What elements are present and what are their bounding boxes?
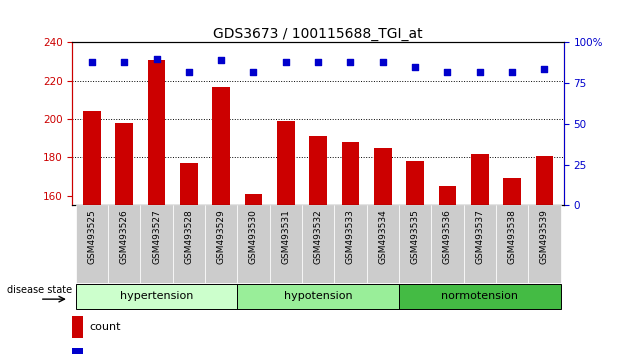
Bar bbox=[302, 205, 335, 283]
Bar bbox=[341, 142, 359, 205]
Text: GSM493526: GSM493526 bbox=[120, 209, 129, 264]
Bar bbox=[76, 205, 108, 283]
Bar bbox=[309, 136, 327, 205]
Text: GSM493534: GSM493534 bbox=[378, 209, 387, 264]
Bar bbox=[529, 205, 561, 283]
Bar bbox=[399, 205, 432, 283]
Text: GSM493536: GSM493536 bbox=[443, 209, 452, 264]
Bar bbox=[205, 205, 238, 283]
Point bbox=[184, 69, 194, 75]
Bar bbox=[244, 194, 262, 205]
Text: hypotension: hypotension bbox=[284, 291, 352, 302]
Point bbox=[313, 59, 323, 65]
Point bbox=[216, 58, 226, 63]
Text: normotension: normotension bbox=[441, 291, 518, 302]
Bar bbox=[471, 154, 489, 205]
Point bbox=[539, 66, 549, 72]
Bar bbox=[496, 205, 529, 283]
Text: GSM493533: GSM493533 bbox=[346, 209, 355, 264]
Text: disease state: disease state bbox=[8, 285, 72, 295]
Point bbox=[475, 69, 485, 75]
Bar bbox=[212, 86, 230, 205]
Point bbox=[87, 59, 97, 65]
Text: GSM493529: GSM493529 bbox=[217, 209, 226, 264]
Point bbox=[248, 69, 258, 75]
Bar bbox=[374, 148, 392, 205]
Bar bbox=[180, 163, 198, 205]
Bar bbox=[140, 205, 173, 283]
Bar bbox=[270, 205, 302, 283]
Point bbox=[507, 69, 517, 75]
Text: GSM493532: GSM493532 bbox=[314, 209, 323, 264]
Text: GSM493535: GSM493535 bbox=[411, 209, 420, 264]
Text: GSM493525: GSM493525 bbox=[88, 209, 96, 264]
Text: GSM493531: GSM493531 bbox=[282, 209, 290, 264]
Bar bbox=[115, 123, 133, 205]
Point bbox=[410, 64, 420, 70]
Bar bbox=[147, 60, 166, 205]
Bar bbox=[536, 155, 553, 205]
Point bbox=[378, 59, 388, 65]
Point bbox=[119, 59, 129, 65]
Point bbox=[345, 59, 355, 65]
Text: GSM493539: GSM493539 bbox=[540, 209, 549, 264]
Bar bbox=[108, 205, 140, 283]
Bar bbox=[277, 121, 295, 205]
Text: GSM493537: GSM493537 bbox=[475, 209, 484, 264]
Bar bbox=[72, 316, 83, 338]
Text: GSM493528: GSM493528 bbox=[185, 209, 193, 264]
Bar bbox=[503, 178, 521, 205]
Title: GDS3673 / 100115688_TGI_at: GDS3673 / 100115688_TGI_at bbox=[214, 28, 423, 41]
Point bbox=[151, 56, 161, 62]
Bar bbox=[238, 205, 270, 283]
Bar bbox=[367, 205, 399, 283]
Bar bbox=[76, 284, 238, 309]
Text: GSM493538: GSM493538 bbox=[508, 209, 517, 264]
Text: GSM493527: GSM493527 bbox=[152, 209, 161, 264]
Bar bbox=[238, 284, 399, 309]
Text: GSM493530: GSM493530 bbox=[249, 209, 258, 264]
Bar bbox=[83, 112, 101, 205]
Bar bbox=[432, 205, 464, 283]
Bar bbox=[173, 205, 205, 283]
Bar bbox=[438, 186, 456, 205]
Text: hypertension: hypertension bbox=[120, 291, 193, 302]
Bar bbox=[406, 161, 424, 205]
Point bbox=[442, 69, 452, 75]
Point bbox=[281, 59, 291, 65]
Bar bbox=[72, 348, 83, 354]
Bar bbox=[399, 284, 561, 309]
Bar bbox=[335, 205, 367, 283]
Text: count: count bbox=[89, 322, 121, 332]
Bar bbox=[464, 205, 496, 283]
